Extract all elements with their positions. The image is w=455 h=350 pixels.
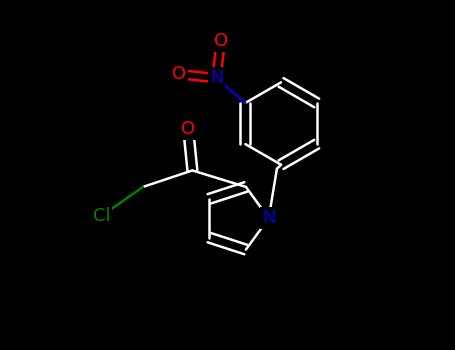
- Text: O: O: [181, 120, 195, 138]
- Text: N: N: [210, 69, 223, 87]
- Text: Cl: Cl: [93, 207, 111, 225]
- Text: O: O: [172, 65, 187, 83]
- Text: O: O: [213, 32, 228, 50]
- Text: N: N: [262, 209, 275, 227]
